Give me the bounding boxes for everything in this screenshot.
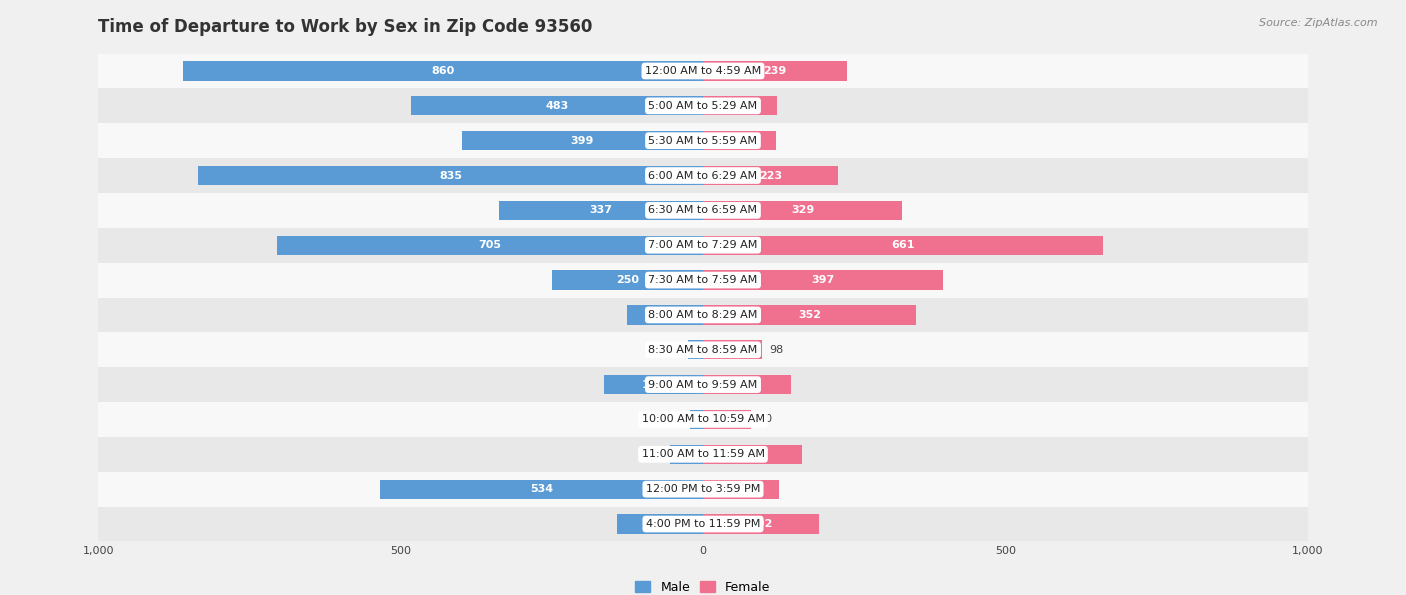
Text: 534: 534: [530, 484, 553, 494]
Text: 483: 483: [546, 101, 568, 111]
Text: 8:30 AM to 8:59 AM: 8:30 AM to 8:59 AM: [648, 345, 758, 355]
Bar: [703, 515, 820, 534]
Text: 250: 250: [616, 275, 638, 285]
Bar: [703, 271, 943, 290]
Bar: [703, 480, 779, 499]
Text: 835: 835: [439, 171, 463, 180]
Text: 11:00 AM to 11:59 AM: 11:00 AM to 11:59 AM: [641, 449, 765, 459]
Bar: [703, 201, 901, 220]
Bar: [617, 515, 703, 534]
Bar: [98, 123, 1308, 158]
Text: 352: 352: [799, 310, 821, 320]
Bar: [499, 201, 703, 220]
Bar: [98, 158, 1308, 193]
Text: Time of Departure to Work by Sex in Zip Code 93560: Time of Departure to Work by Sex in Zip …: [98, 18, 593, 36]
Bar: [703, 375, 792, 394]
Bar: [703, 166, 838, 185]
Text: 80: 80: [759, 415, 773, 424]
Bar: [98, 506, 1308, 541]
Bar: [703, 96, 776, 115]
Text: 146: 146: [735, 380, 759, 390]
Text: 4:00 PM to 11:59 PM: 4:00 PM to 11:59 PM: [645, 519, 761, 529]
Text: 5:00 AM to 5:29 AM: 5:00 AM to 5:29 AM: [648, 101, 758, 111]
Bar: [198, 166, 703, 185]
Bar: [277, 236, 703, 255]
Text: 125: 125: [654, 310, 676, 320]
Text: 705: 705: [478, 240, 502, 250]
Bar: [690, 410, 703, 429]
Bar: [98, 89, 1308, 123]
Legend: Male, Female: Male, Female: [630, 575, 776, 595]
Bar: [98, 228, 1308, 262]
Text: 142: 142: [648, 519, 672, 529]
Bar: [98, 472, 1308, 506]
Bar: [461, 131, 703, 151]
Bar: [98, 437, 1308, 472]
Text: 661: 661: [891, 240, 914, 250]
Text: 22: 22: [668, 415, 682, 424]
Bar: [627, 305, 703, 324]
Text: 860: 860: [432, 66, 454, 76]
Text: 121: 121: [728, 136, 751, 146]
Text: 329: 329: [790, 205, 814, 215]
Text: 192: 192: [749, 519, 773, 529]
Bar: [689, 340, 703, 359]
Bar: [605, 375, 703, 394]
Bar: [703, 410, 751, 429]
Bar: [98, 193, 1308, 228]
Bar: [703, 305, 915, 324]
Bar: [703, 61, 848, 80]
Text: 98: 98: [769, 345, 783, 355]
Text: 24: 24: [666, 345, 682, 355]
Text: 5:30 AM to 5:59 AM: 5:30 AM to 5:59 AM: [648, 136, 758, 146]
Bar: [551, 271, 703, 290]
Bar: [98, 402, 1308, 437]
Bar: [380, 480, 703, 499]
Bar: [98, 54, 1308, 89]
Text: 8:00 AM to 8:29 AM: 8:00 AM to 8:29 AM: [648, 310, 758, 320]
Text: 7:30 AM to 7:59 AM: 7:30 AM to 7:59 AM: [648, 275, 758, 285]
Text: 12:00 AM to 4:59 AM: 12:00 AM to 4:59 AM: [645, 66, 761, 76]
Text: 163: 163: [643, 380, 665, 390]
Text: 163: 163: [741, 449, 763, 459]
Bar: [411, 96, 703, 115]
Text: 337: 337: [589, 205, 613, 215]
Bar: [98, 298, 1308, 333]
Bar: [669, 444, 703, 464]
Text: 12:00 PM to 3:59 PM: 12:00 PM to 3:59 PM: [645, 484, 761, 494]
Text: 7:00 AM to 7:29 AM: 7:00 AM to 7:29 AM: [648, 240, 758, 250]
Text: 55: 55: [648, 449, 662, 459]
Bar: [98, 333, 1308, 367]
Text: 125: 125: [730, 484, 752, 494]
Text: 122: 122: [728, 101, 751, 111]
Bar: [703, 131, 776, 151]
Text: 9:00 AM to 9:59 AM: 9:00 AM to 9:59 AM: [648, 380, 758, 390]
Bar: [183, 61, 703, 80]
Text: 239: 239: [763, 66, 787, 76]
Text: 10:00 AM to 10:59 AM: 10:00 AM to 10:59 AM: [641, 415, 765, 424]
Bar: [98, 367, 1308, 402]
Bar: [703, 444, 801, 464]
Bar: [703, 236, 1102, 255]
Text: Source: ZipAtlas.com: Source: ZipAtlas.com: [1260, 18, 1378, 28]
Text: 6:30 AM to 6:59 AM: 6:30 AM to 6:59 AM: [648, 205, 758, 215]
Bar: [98, 262, 1308, 298]
Text: 223: 223: [759, 171, 782, 180]
Text: 397: 397: [811, 275, 835, 285]
Text: 399: 399: [571, 136, 595, 146]
Bar: [703, 340, 762, 359]
Text: 6:00 AM to 6:29 AM: 6:00 AM to 6:29 AM: [648, 171, 758, 180]
